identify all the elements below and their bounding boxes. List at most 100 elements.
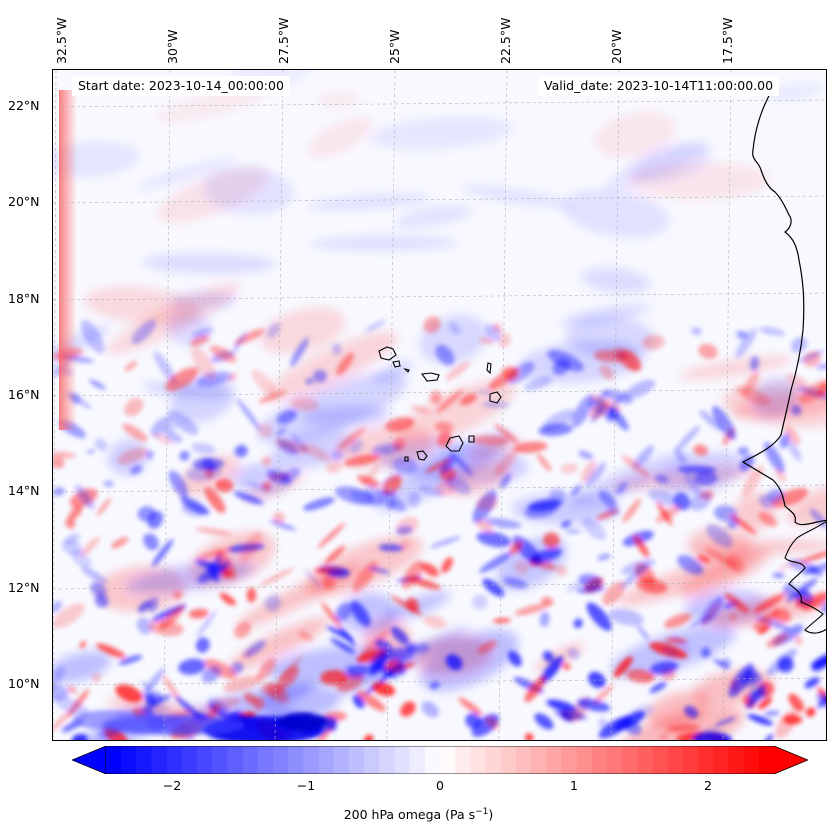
omega-cell bbox=[61, 539, 83, 556]
omega-cell bbox=[272, 512, 285, 524]
omega-cell bbox=[178, 658, 206, 675]
omega-cell bbox=[576, 585, 605, 594]
omega-wash-blob bbox=[307, 193, 432, 211]
omega-cell bbox=[137, 600, 152, 613]
omega-cell bbox=[777, 656, 794, 673]
omega-cell bbox=[736, 330, 748, 339]
omega-cell bbox=[786, 578, 818, 603]
omega-cell bbox=[701, 601, 721, 627]
lat-label-20n: 20°N bbox=[8, 194, 40, 209]
lat-label-10n: 10°N bbox=[8, 676, 40, 691]
colorbar-step bbox=[424, 746, 441, 774]
omega-cell bbox=[602, 581, 626, 606]
colorbar-step bbox=[181, 746, 198, 774]
omega-cell bbox=[290, 397, 319, 412]
omega-cell bbox=[804, 677, 820, 689]
colorbar-step bbox=[106, 746, 122, 774]
omega-cell bbox=[794, 636, 803, 646]
colorbar-step bbox=[227, 746, 244, 774]
valid-date-label: Valid_date: 2023-10-14T11:00:00.00 bbox=[538, 76, 780, 96]
omega-cell bbox=[429, 681, 440, 690]
colorbar-step bbox=[303, 746, 320, 774]
omega-cell bbox=[633, 704, 654, 718]
omega-cell bbox=[705, 548, 739, 569]
lon-label-27.5w: 27.5°W bbox=[276, 17, 291, 64]
omega-cell bbox=[677, 555, 704, 575]
omega-cell bbox=[118, 655, 143, 665]
colorbar-step bbox=[546, 746, 562, 774]
omega-cell bbox=[364, 319, 386, 333]
omega-cell bbox=[251, 369, 276, 395]
omega-wash-blob bbox=[259, 307, 346, 354]
omega-cell bbox=[603, 389, 633, 404]
omega-cell bbox=[613, 347, 642, 372]
omega-cell bbox=[131, 319, 157, 345]
omega-cell bbox=[713, 505, 738, 522]
omega-cell bbox=[471, 435, 509, 446]
omega-cell bbox=[484, 324, 501, 342]
omega-cell bbox=[321, 602, 342, 629]
omega-wash-blob bbox=[752, 377, 798, 418]
omega-cell bbox=[791, 404, 802, 416]
omega-cell bbox=[508, 650, 522, 667]
omega-cell bbox=[774, 468, 787, 483]
africa-coastline-south bbox=[784, 520, 826, 634]
omega-cell bbox=[192, 328, 214, 337]
omega-cell bbox=[622, 498, 641, 523]
omega-cell bbox=[67, 686, 77, 694]
omega-cell bbox=[750, 355, 760, 372]
omega-cell bbox=[706, 524, 733, 548]
omega-cell bbox=[149, 620, 184, 636]
omega-wash-blob bbox=[620, 706, 745, 740]
omega-cell bbox=[553, 710, 588, 720]
omega-cell bbox=[757, 697, 773, 710]
omega-cell bbox=[591, 684, 614, 706]
omega-cell bbox=[163, 675, 181, 702]
omega-cell bbox=[477, 640, 498, 654]
omega-cell bbox=[683, 471, 701, 496]
omega-wash-blob bbox=[135, 156, 238, 190]
omega-cell bbox=[94, 438, 108, 451]
omega-cell bbox=[401, 560, 424, 590]
omega-cell bbox=[434, 421, 454, 432]
colorbar-step bbox=[273, 746, 289, 774]
omega-cell bbox=[153, 351, 177, 385]
omega-cell bbox=[753, 593, 786, 614]
colorbar-tick-neg1: −1 bbox=[296, 778, 316, 793]
omega-cell bbox=[392, 457, 418, 474]
omega-cell bbox=[437, 431, 452, 448]
omega-cell bbox=[649, 681, 667, 694]
colorbar-step bbox=[728, 746, 745, 774]
colorbar-step bbox=[698, 746, 714, 774]
omega-wash-blob bbox=[680, 548, 771, 599]
omega-cell bbox=[494, 449, 518, 476]
omega-cell bbox=[143, 533, 159, 551]
colorbar-step bbox=[318, 746, 335, 774]
omega-wash-blob bbox=[317, 91, 361, 108]
colorbar-step bbox=[394, 746, 411, 774]
omega-cell bbox=[356, 690, 386, 712]
omega-cell bbox=[539, 611, 550, 628]
colorbar-step bbox=[607, 746, 623, 774]
omega-cell bbox=[785, 373, 808, 389]
colorbar-step bbox=[682, 746, 699, 774]
colorbar-step bbox=[333, 746, 350, 774]
omega-cell bbox=[766, 633, 788, 648]
omega-cell bbox=[588, 671, 606, 688]
omega-cell bbox=[562, 662, 571, 671]
omega-cell bbox=[124, 398, 144, 417]
omega-cell bbox=[812, 657, 826, 672]
omega-cell bbox=[573, 618, 583, 629]
omega-cell bbox=[578, 450, 594, 460]
omega-cell bbox=[594, 389, 610, 406]
omega-cell bbox=[729, 613, 737, 621]
omega-cell bbox=[75, 484, 95, 510]
colorbar-tick-neg2: −2 bbox=[162, 778, 182, 793]
lon-label-20w: 20°W bbox=[609, 29, 624, 64]
omega-cell bbox=[536, 453, 552, 472]
omega-cell bbox=[597, 717, 608, 728]
colorbar-step bbox=[500, 746, 517, 774]
colorbar-step bbox=[531, 746, 547, 774]
omega-cell bbox=[445, 654, 463, 671]
colorbar-step bbox=[470, 746, 487, 774]
